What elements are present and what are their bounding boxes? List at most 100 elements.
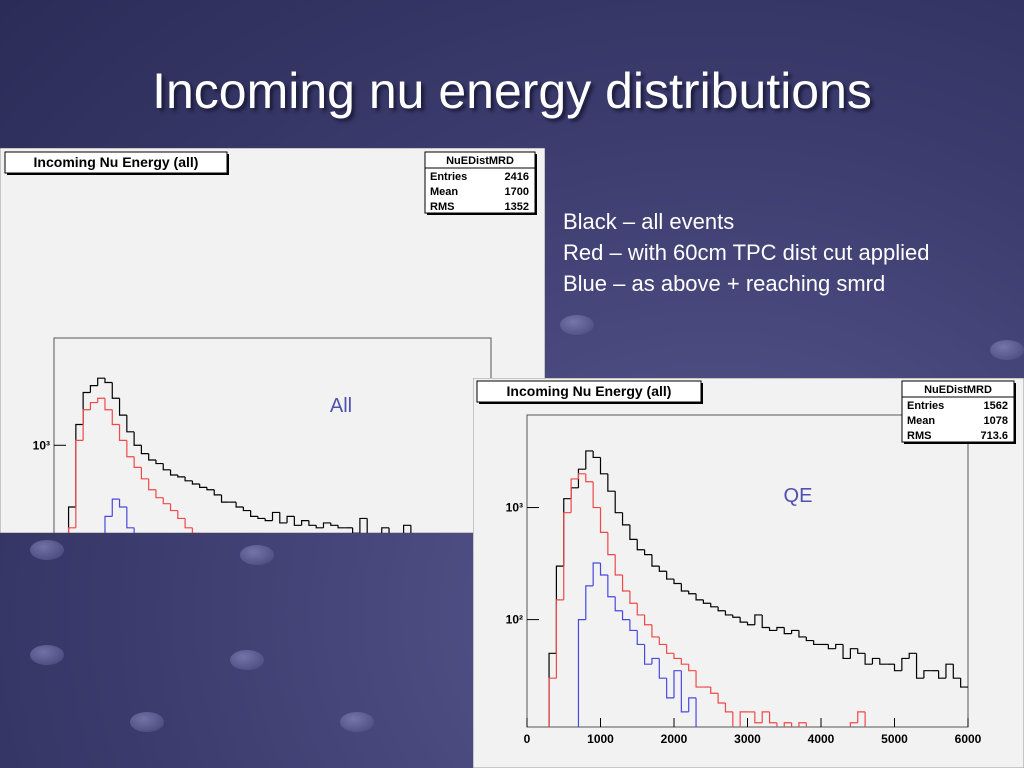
hist-bin (791, 629, 799, 634)
hist-bin (658, 658, 667, 679)
hist-bin (614, 554, 623, 576)
hist-bin (555, 599, 564, 679)
hist-bin (133, 431, 142, 446)
hist-bin (651, 657, 660, 665)
hist-bin (835, 643, 844, 649)
hist-bin (732, 614, 741, 618)
hist-bin (279, 512, 288, 524)
x-tick-label: 1000 (587, 732, 614, 746)
stats-value: 713.6 (980, 430, 1008, 442)
hist-bin (89, 401, 98, 410)
hist-bin (563, 512, 572, 600)
hist-bin (857, 648, 866, 654)
hist-bin (621, 512, 630, 526)
hist-bin (410, 525, 412, 533)
decor-dot (560, 315, 594, 335)
hist-bin (673, 670, 682, 698)
hist-bin (673, 653, 682, 660)
hist-bin (250, 510, 258, 517)
hist-bin (783, 627, 792, 635)
hist-bin (688, 697, 697, 712)
hist-bin (126, 440, 135, 458)
hist-bin (813, 640, 821, 646)
hist-bin (264, 518, 273, 522)
hist-bin (842, 644, 851, 660)
hist-bin (301, 520, 309, 526)
stats-value: 1700 (505, 186, 529, 198)
hist-bin (585, 450, 594, 470)
title-box (476, 380, 702, 403)
hist-bin (607, 575, 616, 598)
decor-dot (30, 540, 64, 560)
annotation: QE (784, 485, 813, 507)
x-tick-label: 4000 (808, 732, 835, 746)
hist-bin (577, 468, 586, 488)
hist-bin (184, 476, 193, 482)
stats-title: NuEDistMRD (924, 384, 992, 396)
hist-bin (893, 664, 902, 672)
hist-bin (191, 480, 200, 485)
hist-bin (111, 498, 120, 517)
hist-bin (162, 497, 171, 505)
hist-bin (599, 562, 608, 576)
hist-bin (938, 670, 946, 679)
hist-bin (695, 670, 704, 688)
hist-bin (213, 489, 222, 496)
stats-label: RMS (907, 430, 931, 442)
hist-bin (592, 481, 601, 509)
hist-bin (871, 657, 880, 665)
decor-dot (340, 712, 374, 732)
hist-bin (111, 409, 120, 426)
hist-bin (768, 711, 777, 724)
hist-bin (206, 487, 215, 491)
hist-bin (724, 610, 733, 616)
hist-bin (89, 385, 98, 393)
hist-bin (651, 554, 660, 567)
hist-bin (118, 424, 127, 441)
hist-bin (710, 687, 719, 694)
note: Red – with 60cm TPC dist cut applied (563, 240, 930, 265)
hist-bin (761, 711, 770, 723)
hist-bin (257, 516, 266, 520)
hist-bin (908, 652, 917, 659)
hist-bin (960, 678, 968, 688)
note: Black – all events (563, 209, 735, 234)
chart-title: Incoming Nu Energy (all) (34, 154, 199, 170)
hist-bin (585, 585, 594, 620)
y-tick-label: 10³ (506, 501, 523, 515)
hist-bin (366, 518, 368, 533)
hist-bin (644, 644, 652, 665)
hist-bin (293, 516, 302, 526)
hist-bin (184, 518, 193, 529)
hist-bin (67, 527, 76, 533)
x-tick-label: 3000 (734, 732, 761, 746)
hist-bin (614, 596, 623, 612)
x-tick-label: 6000 (955, 732, 982, 746)
hist-bin (337, 525, 346, 529)
decor-dot (240, 545, 274, 565)
hist-bin (739, 711, 748, 727)
hist-bin (381, 527, 390, 533)
hist-bin (111, 382, 120, 399)
stats-label: Entries (907, 400, 944, 412)
hist-bin (791, 722, 793, 727)
stats-label: Entries (430, 171, 467, 183)
chart-panel: 0 1000 2000 3000 4000 5000 6000 10² 10³ Incoming … (473, 378, 1024, 768)
hist-bin (592, 450, 601, 459)
hist-bin (235, 502, 244, 508)
stats-box (901, 380, 1015, 443)
hist-bin (629, 619, 638, 632)
x-tick-label: 2000 (661, 732, 688, 746)
hist-bin (680, 658, 689, 665)
hist-bin (680, 583, 689, 592)
hist-bin (570, 478, 579, 513)
hist-bin (155, 460, 164, 465)
hist-bin (599, 457, 608, 475)
hist-bin (97, 377, 105, 386)
hist-bin (614, 491, 623, 514)
stats-label: RMS (430, 201, 454, 213)
hist-bin (915, 653, 924, 679)
hist-bin (308, 520, 317, 526)
stats-value: 1078 (984, 415, 1008, 427)
